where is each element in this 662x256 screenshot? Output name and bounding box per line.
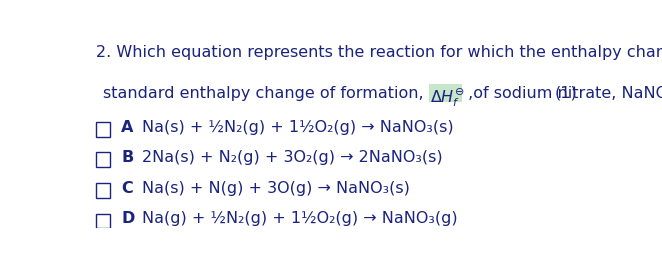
Bar — [95, 183, 110, 198]
Text: standard enthalpy change of formation,: standard enthalpy change of formation, — [103, 86, 429, 101]
Text: ,of sodium nitrate, NaNO₃?: ,of sodium nitrate, NaNO₃? — [463, 86, 662, 101]
Text: A: A — [121, 120, 134, 135]
Text: $\Delta H^{\ominus}_{f}$: $\Delta H^{\ominus}_{f}$ — [430, 86, 465, 109]
Bar — [95, 122, 110, 137]
Text: D: D — [121, 211, 134, 226]
Text: 2Na(s) + N₂(g) + 3O₂(g) → 2NaNO₃(s): 2Na(s) + N₂(g) + 3O₂(g) → 2NaNO₃(s) — [142, 150, 442, 165]
Text: Na(s) + ½N₂(g) + 1½O₂(g) → NaNO₃(s): Na(s) + ½N₂(g) + 1½O₂(g) → NaNO₃(s) — [142, 120, 453, 135]
Text: B: B — [121, 150, 134, 165]
FancyBboxPatch shape — [429, 84, 462, 102]
Text: C: C — [121, 181, 133, 196]
Text: Na(s) + N(g) + 3O(g) → NaNO₃(s): Na(s) + N(g) + 3O(g) → NaNO₃(s) — [142, 181, 410, 196]
Text: 2. Which equation represents the reaction for which the enthalpy change is the: 2. Which equation represents the reactio… — [95, 45, 662, 59]
Bar — [95, 214, 110, 228]
Text: Na(g) + ½N₂(g) + 1½O₂(g) → NaNO₃(g): Na(g) + ½N₂(g) + 1½O₂(g) → NaNO₃(g) — [142, 211, 457, 226]
Text: (1): (1) — [555, 86, 578, 101]
Bar — [95, 152, 110, 167]
